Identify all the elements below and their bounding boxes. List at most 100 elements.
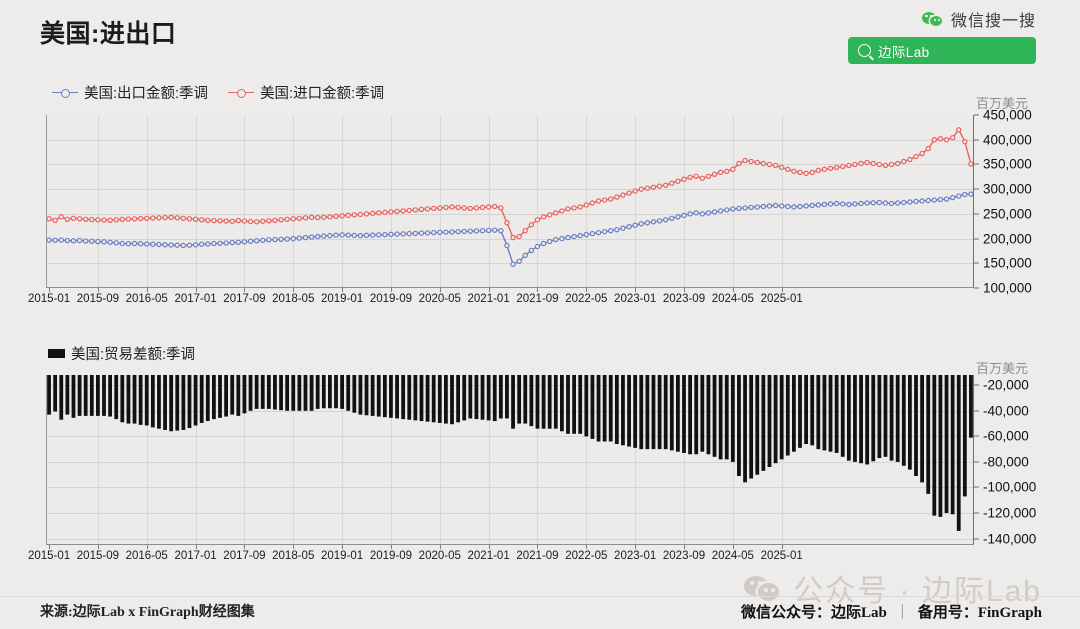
x-axis-tick — [244, 288, 246, 292]
x-axis-tick — [732, 288, 734, 292]
axis-left — [46, 375, 47, 545]
x-axis-label: 2017-09 — [223, 550, 266, 562]
legend-item-export[interactable]: 美国:出口金额:季调 — [52, 82, 208, 103]
x-axis-tick — [781, 288, 783, 292]
gridline-vertical — [146, 375, 148, 545]
x-axis-label: 2023-01 — [614, 550, 657, 562]
axis-right — [973, 115, 974, 288]
x-axis-label: 2023-09 — [662, 550, 706, 562]
wechat-search-input[interactable]: 边际Lab — [848, 37, 1036, 64]
gridline-vertical — [146, 115, 148, 288]
x-axis-tick — [586, 545, 588, 549]
x-axis-label: 2021-09 — [516, 550, 559, 562]
y-axis-tick — [974, 486, 979, 488]
y-axis-tick — [974, 410, 979, 412]
x-axis-tick — [244, 545, 246, 549]
axis-bottom — [46, 544, 974, 545]
x-axis-label: 2017-01 — [174, 550, 217, 562]
x-axis-tick — [781, 545, 783, 549]
x-axis-label: 2020-05 — [418, 550, 461, 562]
x-axis-tick — [537, 288, 539, 292]
wechat-account-label: 微信公众号：边际Lab — [740, 605, 887, 621]
gridline — [46, 461, 974, 463]
gridline-vertical — [439, 375, 441, 545]
y-axis-tick — [974, 538, 979, 540]
legend-item-import[interactable]: 美国:进口金额:季调 — [228, 82, 384, 103]
y-axis-tick — [974, 461, 979, 463]
gridline — [46, 263, 974, 265]
wechat-search-label: 微信搜一搜 — [950, 13, 1036, 30]
x-axis-tick — [439, 545, 441, 549]
line-series — [46, 127, 974, 267]
gridline-vertical — [97, 375, 99, 545]
gridline — [46, 436, 974, 438]
gridline-vertical — [244, 115, 246, 288]
gridline-vertical — [195, 115, 197, 288]
x-axis-tick — [439, 288, 441, 292]
watermark-text: 公众号 · 边际Lab — [793, 575, 1042, 608]
gridline — [46, 538, 974, 540]
wechat-brand-row: 微信搜一搜 — [848, 6, 1036, 32]
y-axis-label: 400,000 — [983, 132, 1032, 148]
x-axis-label: 2016-05 — [125, 293, 168, 305]
y-axis-tick — [974, 238, 979, 240]
y-axis-label: -120,000 — [983, 505, 1037, 521]
gridline-vertical — [732, 115, 734, 288]
trade-balance-bar-chart: -20,000 -40,000 -60,000 -80,000 -100,000 -120… — [28, 375, 1036, 562]
x-axis-label: 2017-01 — [174, 293, 217, 305]
gridline-vertical — [635, 375, 637, 545]
gridline-vertical — [684, 375, 685, 545]
y-axis-tick — [974, 213, 979, 215]
x-axis-label: 2021-01 — [467, 293, 510, 305]
gridline-vertical — [488, 375, 490, 545]
y-axis-label: 350,000 — [983, 156, 1032, 172]
gridline-vertical — [635, 115, 637, 288]
y-axis-label: 200,000 — [983, 231, 1032, 247]
x-axis-label: 2017-09 — [223, 293, 266, 305]
y-axis-tick — [974, 114, 979, 116]
line-marker-icon — [228, 87, 255, 99]
x-axis-tick — [390, 288, 392, 292]
y-axis-tick — [974, 287, 979, 289]
x-axis-label: 2019-01 — [320, 293, 364, 305]
x-axis-tick — [195, 288, 197, 292]
gridline-vertical — [342, 375, 344, 545]
gridline — [46, 385, 974, 387]
gridline — [46, 164, 974, 166]
legend-item-balance[interactable]: 美国:贸易差额:季调 — [48, 343, 195, 364]
legend-label-import: 美国:进口金额:季调 — [260, 86, 385, 102]
gridline-vertical — [537, 115, 539, 288]
axis-left — [46, 115, 47, 288]
x-axis-tick — [49, 288, 51, 292]
gridline-vertical — [586, 115, 588, 288]
y-axis-tick — [974, 188, 979, 190]
axis-right — [973, 375, 974, 545]
x-axis-tick — [635, 545, 637, 549]
y-axis-label: -20,000 — [983, 377, 1029, 393]
y-axis-tick — [974, 512, 979, 514]
gridline-vertical — [293, 375, 295, 545]
x-axis-tick — [586, 288, 588, 292]
gridline-vertical — [781, 115, 783, 288]
gridline-vertical — [439, 115, 441, 288]
gridline-vertical — [97, 115, 99, 288]
y-axis-tick — [974, 262, 979, 264]
x-axis-tick — [684, 288, 685, 292]
y-axis-label: 250,000 — [983, 206, 1032, 222]
x-axis-label: 2025-01 — [760, 550, 803, 562]
y-axis-label: -100,000 — [983, 479, 1037, 495]
x-axis-label: 2022-05 — [565, 293, 608, 305]
legend-label-balance: 美国:贸易差额:季调 — [71, 347, 196, 363]
x-axis-label: 2015-01 — [27, 293, 71, 305]
bottom-chart-unit: 百万美元 — [975, 361, 1028, 376]
y-axis-label: -60,000 — [983, 428, 1029, 444]
x-axis-tick — [488, 545, 490, 549]
y-axis-label: -40,000 — [983, 403, 1029, 419]
gridline-vertical — [781, 375, 783, 545]
x-axis-label: 2018-05 — [272, 550, 315, 562]
gridline-vertical — [684, 115, 685, 288]
line-marker-icon — [52, 87, 78, 99]
axis-bottom — [46, 287, 974, 288]
x-axis-label: 2016-05 — [125, 550, 168, 562]
wechat-logo-icon — [921, 11, 944, 28]
